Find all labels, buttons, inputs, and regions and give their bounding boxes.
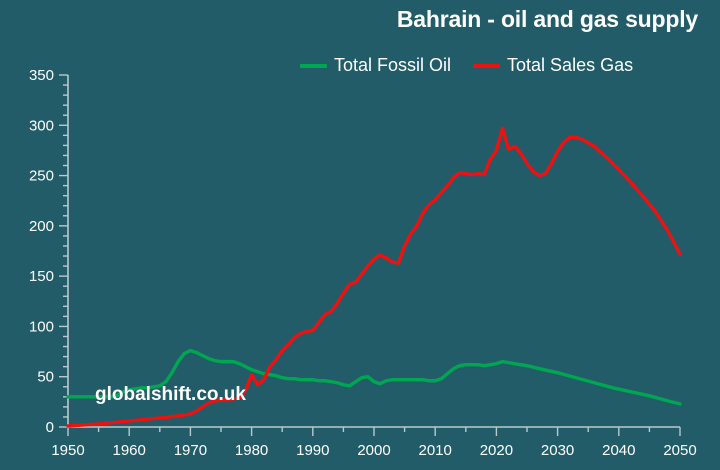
x-axis-tick-label: 2020 (480, 442, 513, 459)
legend-item-total-fossil-oil[interactable]: Total Fossil Oil (300, 55, 451, 76)
x-axis-tick-label: 1980 (235, 442, 268, 459)
x-axis-tick-label: 2010 (419, 442, 452, 459)
x-axis-tick-label: 2030 (541, 442, 574, 459)
y-axis-tick-label: 350 (29, 67, 54, 84)
series-line-total-sales-gas (66, 126, 682, 428)
x-axis-tick-label: 2050 (663, 442, 696, 459)
x-axis-tick-label: 2040 (602, 442, 635, 459)
y-axis-tick-label: 0 (46, 419, 54, 436)
x-axis-tick-label: 1970 (174, 442, 207, 459)
legend-swatch-total-sales-gas (473, 63, 501, 68)
y-axis-tick-label: 300 (29, 117, 54, 134)
axis-layer (59, 74, 681, 436)
legend-swatch-total-fossil-oil (300, 63, 327, 68)
legend-item-total-sales-gas[interactable]: Total Sales Gas (473, 55, 633, 76)
legend-label-total-fossil-oil: Total Fossil Oil (334, 55, 452, 75)
x-axis-tick-labels: 1950 1960 1970 1980 1990 2000 2010 2020 2030 2040… (51, 442, 696, 459)
data-series-layer (66, 126, 682, 428)
chart-title: Bahrain - oil and gas supply (396, 6, 698, 32)
x-axis-tick-label: 1950 (51, 442, 84, 459)
y-axis-tick-label: 50 (37, 369, 54, 386)
x-axis-tick-label: 1960 (113, 442, 146, 459)
series-line-total-fossil-oil (66, 348, 682, 406)
chart-legend: Total Fossil Oil Total Sales Gas (300, 55, 633, 76)
y-axis-tick-labels: 0 50 100 150 200 250 300 350 (29, 67, 54, 436)
y-axis-tick-label: 200 (29, 218, 54, 235)
y-axis-tick-label: 150 (29, 268, 54, 285)
y-axis-tick-label: 100 (29, 318, 54, 335)
x-axis-tick-label: 2000 (357, 442, 390, 459)
y-axis-tick-label: 250 (29, 168, 54, 185)
x-axis-tick-label: 1990 (296, 442, 329, 459)
legend-label-total-sales-gas: Total Sales Gas (507, 55, 634, 75)
